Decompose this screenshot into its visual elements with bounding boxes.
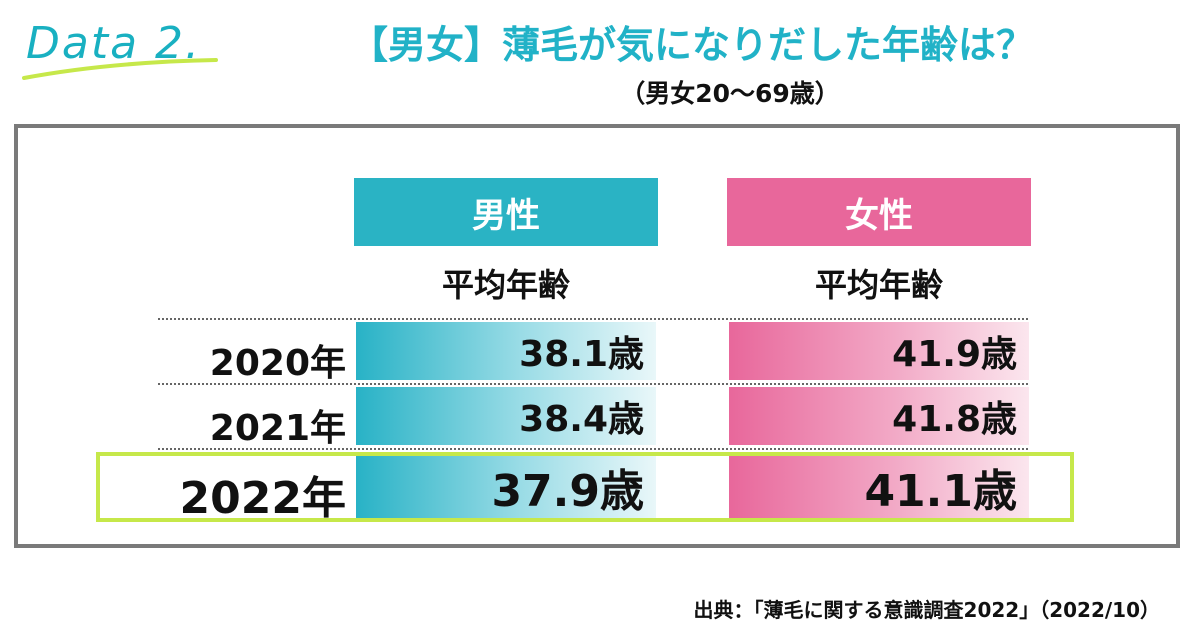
- chart-subtitle: （男女20〜69歳）: [620, 79, 840, 108]
- column-header-male: 男性: [354, 178, 658, 246]
- subheading-female: 平均年齢: [814, 266, 943, 304]
- value-male-2020: 38.1歳: [356, 322, 656, 380]
- row-separator: [158, 318, 1028, 320]
- data-number-logo: Data 2.: [22, 18, 218, 80]
- column-header-female: 女性: [727, 178, 1031, 246]
- subheading-male: 平均年齢: [441, 266, 570, 304]
- row-separator: [158, 383, 1028, 385]
- source-citation: 出典：「薄毛に関する意識調査2022」（2022/10）: [693, 598, 1160, 622]
- row-label-2022: 2022年: [179, 473, 346, 524]
- value-female-2022: 41.1歳: [729, 455, 1029, 518]
- value-female-2020: 41.9歳: [729, 322, 1029, 380]
- row-label-2020: 2020年: [209, 343, 346, 384]
- chart-title: 【男女】薄毛が気になりだした年齢は？: [350, 23, 1035, 67]
- row-separator: [158, 448, 1028, 450]
- value-male-2021: 38.4歳: [356, 387, 656, 445]
- row-label-2021: 2021年: [209, 408, 346, 449]
- value-female-2021: 41.8歳: [729, 387, 1029, 445]
- highlight-box-2022: [96, 452, 1074, 522]
- value-male-2022: 37.9歳: [356, 455, 656, 518]
